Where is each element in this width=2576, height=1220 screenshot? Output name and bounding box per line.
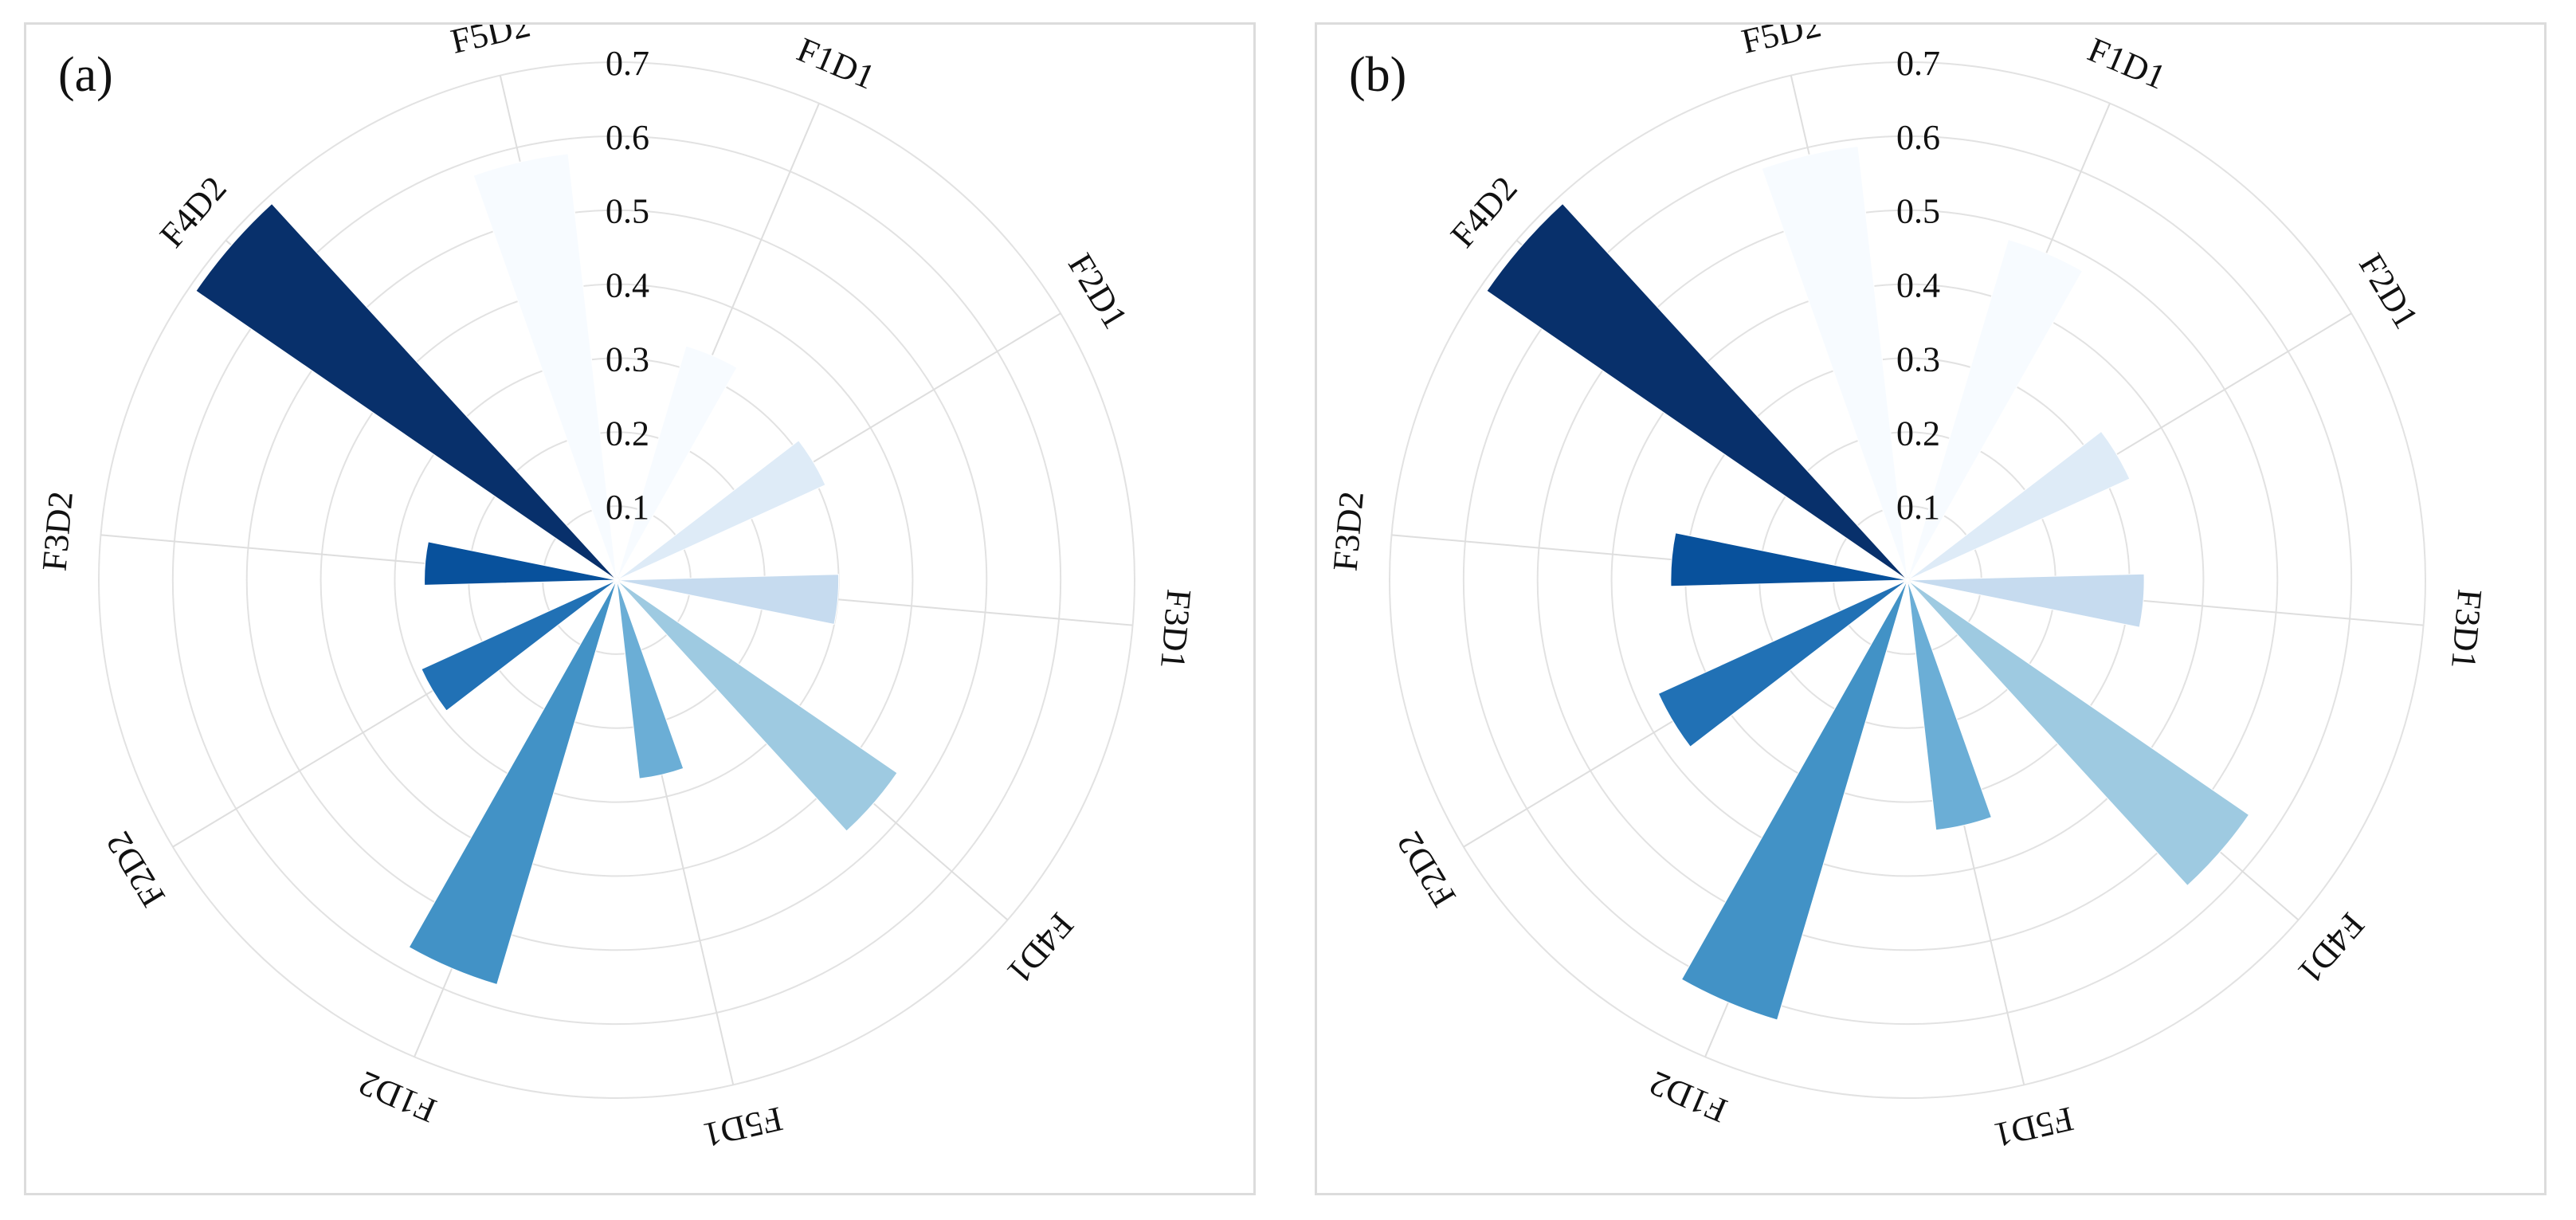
category-label-F1D1: F1D1 [2083,29,2171,96]
grid-circle-7 [98,61,1135,1099]
bar-F4D1 [1907,579,2250,887]
category-label-F5D2: F5D2 [1738,25,1825,61]
category-label-F2D2: F2D2 [98,825,173,913]
tick-label-1: 0.1 [606,488,649,527]
category-label-F3D2: F3D2 [1325,490,1371,573]
category-label-F2D2: F2D2 [1389,825,1464,913]
category-label-F3D1: F3D1 [1153,587,1199,670]
category-label-F4D1: F4D1 [2290,905,2372,991]
category-label-F3D1: F3D1 [2444,587,2490,670]
polar-chart-b: 0.1 0.2 0.3 0.4 0.5 0.6 0.7 F1D1 F2D1 F3D1 F4D1 F5D… [1325,25,2490,1155]
bar-F4D2 [195,202,618,581]
tick-label-3: 0.3 [606,339,649,379]
category-label-F2D1: F2D1 [2351,247,2426,335]
grid-circle-6 [1462,135,2353,1026]
tick-label-1: 0.1 [1896,488,1940,527]
bar-F2D1 [616,440,826,581]
tick-label-2: 0.2 [606,414,649,453]
grid-circle-4 [320,283,914,877]
bar-F3D2 [424,541,618,586]
tick-label-7: 0.7 [606,44,649,83]
tick-label-6: 0.6 [1896,118,1940,157]
tick-label-7: 0.7 [1896,44,1940,83]
category-label-F3D2: F3D2 [34,490,80,573]
grid-circle-5 [245,209,988,951]
tick-label-5: 0.5 [1896,192,1940,231]
panel-label-a: (a) [58,48,113,102]
bar-F3D1 [1907,573,2145,628]
panel-label-b: (b) [1349,48,1407,102]
bar-F5D1 [616,579,684,779]
bar-F1D2 [408,579,618,986]
polar-chart-panel-a: (a) 0.1 0.2 0.3 0.4 0.5 0.6 0.7 F1D1 F2D1 F3D1 F4D… [24,22,1256,1195]
bar-F1D1 [616,345,738,581]
bar-F4D1 [616,579,898,832]
category-label-F5D1: F5D1 [700,1099,786,1155]
bar-F3D2 [1670,532,1908,587]
bar-F5D2 [472,153,618,581]
grid-circle-5 [1536,209,2279,951]
grid-circle-6 [171,135,1062,1026]
category-label-F1D2: F1D2 [353,1063,441,1130]
bar-F1D1 [1907,239,2084,581]
category-label-F4D2: F4D2 [1443,169,1525,255]
tick-label-2: 0.2 [1896,414,1940,453]
grid-circle-4 [1610,283,2205,877]
bar-F3D1 [616,574,840,626]
category-label-F4D1: F4D1 [999,905,1081,991]
bar-F4D2 [1486,202,1908,581]
bar-F1D2 [1680,579,1908,1021]
bar-F5D1 [1907,579,1993,831]
category-label-F5D1: F5D1 [1990,1099,2077,1155]
tick-label-4: 0.4 [606,266,649,305]
bar-F2D2 [1657,579,1908,747]
tick-label-5: 0.5 [606,192,649,231]
bar-F2D1 [1907,430,2131,581]
category-label-F2D1: F2D1 [1061,247,1135,335]
tick-label-6: 0.6 [606,118,649,157]
bar-F5D2 [1761,146,1908,581]
polar-chart-panel-b: (b) 0.1 0.2 0.3 0.4 0.5 0.6 0.7 F1D1 F2D1 F3D1 F4D… [1315,22,2547,1195]
bar-F2D2 [421,579,618,712]
grid-circle-7 [1389,61,2426,1099]
polar-chart-a: 0.1 0.2 0.3 0.4 0.5 0.6 0.7 F1D1 F2D1 F3D1 F4D1 F5D… [34,25,1199,1155]
category-label-F4D2: F4D2 [152,169,234,255]
category-label-F1D1: F1D1 [792,29,880,96]
category-label-F1D2: F1D2 [1644,1063,1732,1130]
tick-label-3: 0.3 [1896,339,1940,379]
category-label-F5D2: F5D2 [447,25,534,61]
tick-label-4: 0.4 [1896,266,1940,305]
